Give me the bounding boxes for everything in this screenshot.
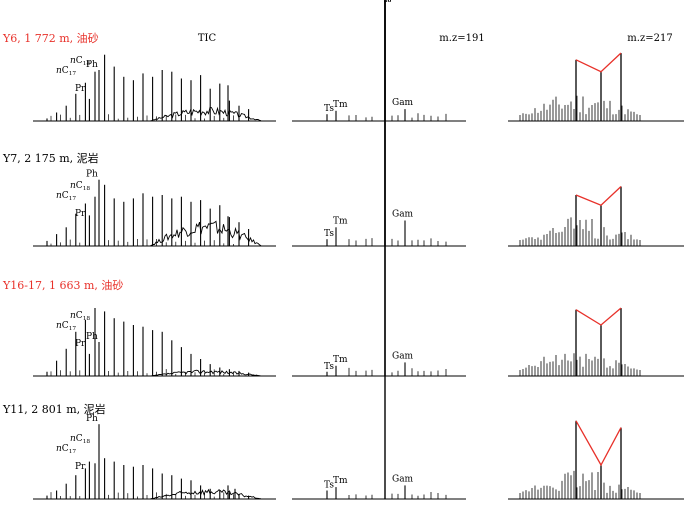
- m191-trace-row-3: TsTmC30HGam: [292, 0, 466, 500]
- gam-label: Gam: [392, 351, 414, 361]
- nc17-label: nC17: [56, 66, 76, 77]
- pr-label: Pr: [75, 209, 86, 219]
- m191-column-label: m.z=191: [439, 33, 484, 44]
- m217-trace-row-1: [508, 186, 684, 247]
- gam-label: Gam: [392, 210, 414, 220]
- ph-label: Ph: [86, 414, 98, 424]
- nc17-label: nC17: [56, 444, 76, 455]
- pr-label: Pr: [75, 84, 86, 94]
- m217-trace-row-3: [508, 420, 684, 500]
- tm-label: Tm: [333, 476, 348, 486]
- ph-label: Ph: [86, 60, 98, 70]
- tic-hump: [149, 488, 262, 500]
- tm-label: Tm: [333, 100, 348, 110]
- m217-column-label: m.z=217: [627, 33, 672, 44]
- sterane-v-bracket: [575, 52, 622, 73]
- tic-hump: [149, 220, 262, 247]
- c30h-label: C30H: [377, 0, 399, 4]
- c30h-label: C30H: [377, 0, 399, 4]
- ts-label: Ts: [324, 481, 334, 491]
- sterane-v-bracket: [575, 307, 622, 326]
- sample-header-y7: Y7, 2 175 m, 泥岩: [3, 152, 99, 165]
- tm-label: Tm: [333, 216, 348, 226]
- nc18-label: nC18: [70, 56, 90, 67]
- c30h-label: C30H: [377, 0, 399, 4]
- nc17-label: nC17: [56, 191, 76, 202]
- m217-trace-row-0: [508, 52, 684, 122]
- tic-column-label: TIC: [198, 33, 217, 44]
- sterane-v-bracket: [575, 420, 622, 467]
- m191-trace-row-2: TsTmC30HGam: [292, 0, 466, 377]
- ts-label: Ts: [324, 104, 334, 114]
- c30h-label: C30H: [377, 0, 399, 4]
- nc18-label: nC18: [70, 181, 90, 192]
- sample-header-y16-17: Y16-17, 1 663 m, 油砂: [3, 279, 124, 292]
- m217-trace-row-2: [508, 307, 684, 377]
- ts-label: Ts: [324, 362, 334, 372]
- gam-label: Gam: [392, 98, 414, 108]
- nc18-label: nC18: [70, 311, 90, 322]
- tic-hump: [149, 106, 262, 122]
- nc17-label: nC17: [56, 321, 76, 332]
- ph-label: Ph: [86, 332, 98, 342]
- sample-header-y11: Y11, 2 801 m, 泥岩: [3, 403, 106, 416]
- sample-header-y6: Y6, 1 772 m, 油砂: [3, 32, 99, 45]
- ts-label: Ts: [324, 229, 334, 239]
- ph-label: Ph: [86, 170, 98, 180]
- gam-label: Gam: [392, 474, 414, 484]
- tm-label: Tm: [333, 355, 348, 365]
- pr-label: Pr: [75, 339, 86, 349]
- pr-label: Pr: [75, 462, 86, 472]
- sterane-v-bracket: [575, 186, 622, 206]
- tic-hump: [149, 369, 262, 377]
- nc18-label: nC18: [70, 434, 90, 445]
